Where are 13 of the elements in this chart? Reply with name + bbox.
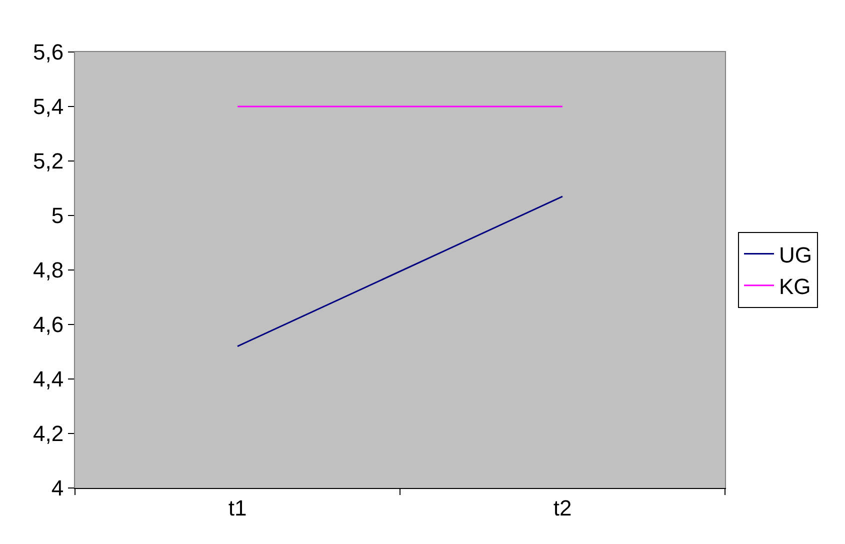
y-tick-label: 4,8 bbox=[33, 258, 64, 283]
y-tick-label: 5,6 bbox=[33, 40, 64, 65]
legend-label: UG bbox=[779, 242, 812, 268]
x-tick-label: t2 bbox=[553, 495, 572, 520]
y-tick-label: 4,4 bbox=[33, 366, 64, 392]
y-tick-label: 5,2 bbox=[33, 148, 64, 174]
y-tick-label: 5 bbox=[51, 203, 64, 228]
x-tick-label: t1 bbox=[228, 495, 247, 520]
y-tick-label: 5,4 bbox=[33, 94, 64, 120]
y-tick-label: 4,2 bbox=[33, 421, 64, 446]
y-tick-label: 4 bbox=[51, 476, 64, 501]
y-tick-label: 4,6 bbox=[33, 312, 64, 338]
legend-label: KG bbox=[779, 274, 811, 299]
